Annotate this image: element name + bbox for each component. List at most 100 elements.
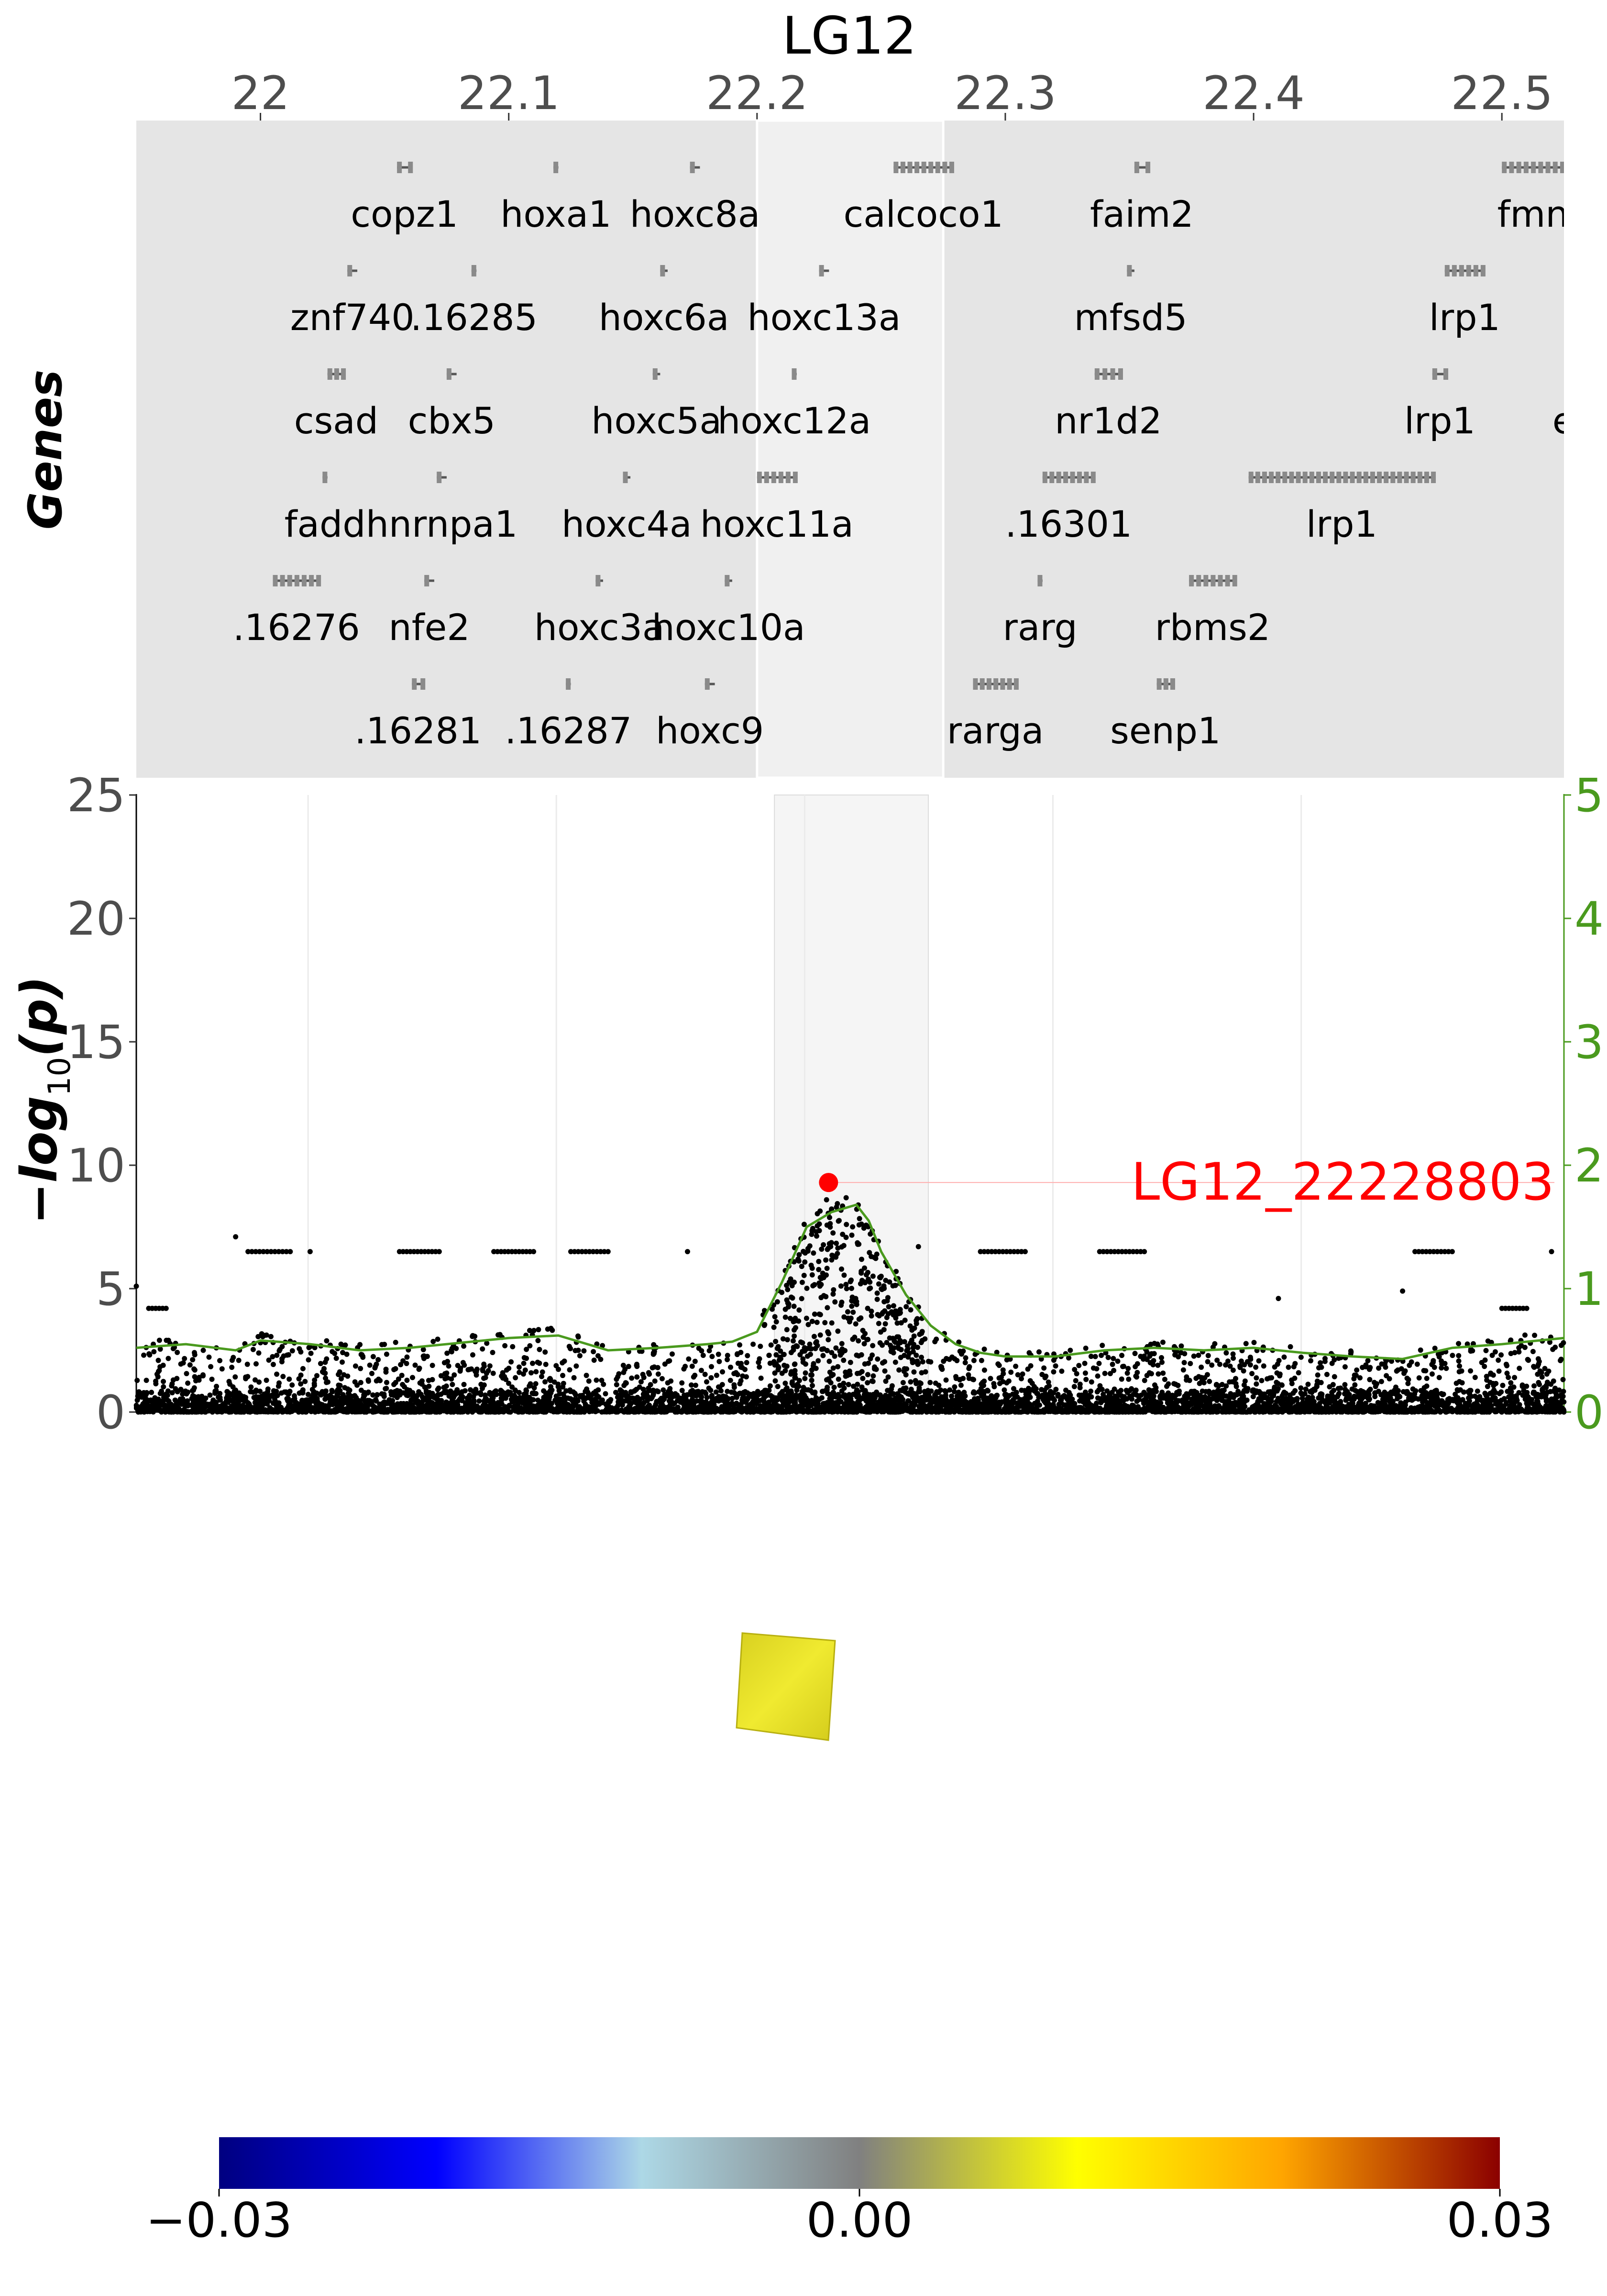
snp-point xyxy=(1223,1350,1229,1356)
snp-point xyxy=(1179,1397,1185,1403)
snp-point xyxy=(862,1265,868,1271)
snp-point xyxy=(270,1362,276,1368)
snp-point xyxy=(480,1368,485,1374)
snp-point xyxy=(1414,1361,1420,1367)
snp-point xyxy=(237,1397,243,1403)
snp-point xyxy=(1124,1390,1130,1395)
gene-exon xyxy=(1330,472,1335,483)
gene-exon xyxy=(595,575,601,586)
gene-exon xyxy=(1316,472,1321,483)
gene-exon xyxy=(623,472,628,483)
snp-point xyxy=(1166,1390,1171,1396)
snp-point xyxy=(620,1362,626,1368)
gene-exon xyxy=(1531,162,1536,173)
snp-point xyxy=(902,1317,908,1323)
snp-point xyxy=(505,1408,510,1414)
snp-point xyxy=(1343,1387,1348,1392)
snp-point xyxy=(824,1347,830,1353)
snp-point xyxy=(1530,1349,1536,1355)
snp-point xyxy=(278,1390,284,1396)
left-y-tick-label: 0 xyxy=(96,1386,125,1439)
gene-exon xyxy=(1000,678,1005,690)
snp-point xyxy=(255,1334,261,1339)
snp-point xyxy=(1125,1366,1131,1371)
snp-point xyxy=(233,1409,239,1415)
snp-point xyxy=(563,1388,569,1394)
snp-point xyxy=(1403,1399,1409,1405)
snp-point xyxy=(134,1378,140,1383)
gene-exon xyxy=(1473,265,1478,276)
snp-point xyxy=(814,1233,819,1239)
snp-point xyxy=(1013,1363,1019,1369)
snp-point xyxy=(508,1359,514,1365)
snp-point xyxy=(708,1364,714,1369)
snp-point xyxy=(334,1393,340,1399)
snp-point xyxy=(698,1368,704,1373)
snp-point xyxy=(833,1345,839,1351)
snp-point xyxy=(962,1360,968,1366)
gene-exon xyxy=(704,678,710,690)
snp-point xyxy=(639,1404,645,1410)
gene-exon xyxy=(1063,472,1068,483)
snp-point xyxy=(1480,1408,1486,1413)
snp-point xyxy=(1342,1364,1348,1369)
snp-point xyxy=(1171,1394,1177,1400)
gene-exon xyxy=(1545,162,1551,173)
snp-point xyxy=(985,1388,991,1394)
snp-point xyxy=(212,1388,218,1394)
snp-point xyxy=(829,1257,835,1263)
snp-point xyxy=(1184,1393,1190,1399)
snp-point xyxy=(726,1396,731,1402)
snp-point xyxy=(253,1377,258,1383)
snp-point xyxy=(528,1370,534,1376)
snp-point xyxy=(1026,1350,1032,1356)
snp-point xyxy=(761,1388,767,1394)
snp-point xyxy=(1102,1370,1108,1376)
snp-point xyxy=(236,1402,242,1407)
snp-point xyxy=(1147,1406,1153,1412)
gene-exon xyxy=(1196,575,1201,586)
snp-point xyxy=(1456,1341,1462,1347)
snp-point xyxy=(1489,1352,1495,1358)
snp-point xyxy=(1250,1394,1256,1400)
gene-exon xyxy=(1145,162,1151,173)
snp-point xyxy=(1129,1396,1134,1402)
genes-axis-label: Genes xyxy=(19,370,72,530)
snp-point xyxy=(1499,1409,1505,1414)
gene-label: lrp1 xyxy=(1404,399,1475,442)
snp-point xyxy=(133,1402,139,1408)
snp-point xyxy=(138,1403,144,1409)
snp-point xyxy=(745,1353,750,1358)
right-y-tick-label: 1 xyxy=(1574,1262,1604,1316)
snp-point xyxy=(1543,1392,1549,1398)
snp-point xyxy=(1104,1388,1110,1394)
snp-point xyxy=(1294,1397,1300,1403)
gene-exon xyxy=(280,575,285,586)
snp-point xyxy=(365,1377,371,1383)
gene-exon xyxy=(301,575,307,586)
snp-point xyxy=(1533,1394,1539,1400)
gene-label: hoxc8a xyxy=(630,193,760,235)
gene-label: hoxa1 xyxy=(500,193,611,235)
top-axis-ticks: 22 22.1 22.2 22.3 22.4 22.5 xyxy=(231,66,1553,121)
snp-point xyxy=(425,1393,431,1399)
snp-point xyxy=(1231,1356,1236,1361)
snp-point xyxy=(178,1398,184,1403)
snp-point xyxy=(312,1345,318,1350)
snp-point xyxy=(185,1398,190,1404)
gene-exon xyxy=(1170,678,1175,690)
snp-point xyxy=(435,1336,440,1342)
snp-point xyxy=(166,1398,172,1404)
snp-point xyxy=(923,1369,928,1375)
snp-point xyxy=(1088,1389,1094,1394)
snp-point xyxy=(1544,1397,1550,1402)
gene-exon xyxy=(420,678,426,690)
snp-point xyxy=(583,1405,589,1411)
gene-exon xyxy=(1363,472,1368,483)
snp-point xyxy=(529,1360,535,1366)
gene-exon xyxy=(1276,472,1281,483)
snp-point xyxy=(193,1402,198,1408)
snp-point xyxy=(343,1408,349,1414)
snp-point xyxy=(988,1376,993,1381)
